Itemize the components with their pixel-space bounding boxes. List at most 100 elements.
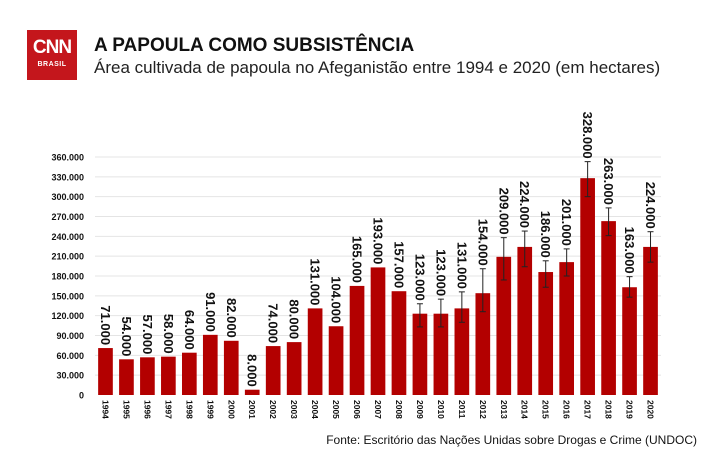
bar-2017 <box>580 178 595 395</box>
bar-2009 <box>412 313 428 395</box>
x-tick-label: 1998 <box>184 400 194 419</box>
bar-2002 <box>265 346 281 395</box>
y-tick-label: 270.000 <box>51 212 84 222</box>
x-tick-label: 2008 <box>394 400 404 419</box>
bar-2008 <box>391 291 407 395</box>
data-label: 209.000 <box>496 188 511 235</box>
bar-1999 <box>202 334 218 395</box>
x-tick-label: 1999 <box>205 400 215 419</box>
data-label: 224.000 <box>643 182 658 229</box>
bar-1996 <box>140 357 155 395</box>
y-tick-label: 90.000 <box>56 331 84 341</box>
x-tick-label: 1996 <box>142 400 152 419</box>
chart-subtitle: Área cultivada de papoula no Afeganistão… <box>94 58 661 77</box>
x-tick-label: 2011 <box>457 400 467 419</box>
data-label: 328.000 <box>580 112 595 159</box>
data-label: 157.000 <box>391 241 406 288</box>
bar-2006 <box>349 285 365 395</box>
y-tick-label: 240.000 <box>51 232 84 242</box>
x-tick-label: 2018 <box>604 400 614 419</box>
x-tick-label: 2010 <box>436 400 446 419</box>
data-label: 57.000 <box>140 315 155 355</box>
bar-2011 <box>454 308 470 395</box>
cnn-brasil-logo: CNN BRASIL <box>27 30 77 80</box>
x-tick-label: 2005 <box>331 400 341 419</box>
y-tick-label: 150.000 <box>51 291 84 301</box>
chart-title: A PAPOULA COMO SUBSISTÊNCIA <box>94 35 415 56</box>
data-label: 58.000 <box>161 314 176 354</box>
x-tick-label: 2020 <box>646 400 656 419</box>
y-tick-label: 30.000 <box>56 371 84 381</box>
y-tick-label: 180.000 <box>51 272 84 282</box>
x-tick-label: 2000 <box>226 400 236 419</box>
data-label: 224.000 <box>517 181 532 228</box>
data-label: 123.000 <box>412 254 427 301</box>
data-label: 71.000 <box>98 305 113 345</box>
x-tick-label: 2003 <box>289 400 299 419</box>
data-label: 74.000 <box>266 303 281 343</box>
data-label: 8.000 <box>245 354 260 387</box>
data-label: 154.000 <box>475 219 490 266</box>
bar-2010 <box>433 313 449 395</box>
bar-2003 <box>286 342 302 395</box>
x-tick-label: 1995 <box>121 400 131 419</box>
data-label: 163.000 <box>622 227 637 274</box>
data-label: 82.000 <box>224 298 239 338</box>
data-label: 64.000 <box>182 310 197 350</box>
x-tick-label: 2017 <box>583 400 593 419</box>
data-label: 91.000 <box>203 292 218 332</box>
x-tick-label: 1994 <box>100 400 110 419</box>
bar-2005 <box>328 326 344 395</box>
bar-1995 <box>119 359 134 395</box>
source-note: Fonte: Escritório das Nações Unidas sobr… <box>326 433 697 447</box>
x-tick-label: 2016 <box>562 400 572 419</box>
x-tick-label: 2002 <box>268 400 278 419</box>
bar-2016 <box>559 262 575 395</box>
bar-2007 <box>370 267 386 395</box>
bar-2000 <box>223 340 239 395</box>
x-tick-label: 2013 <box>499 400 509 419</box>
data-label: 123.000 <box>433 249 448 296</box>
bar-2018 <box>601 221 616 395</box>
bar-2013 <box>496 256 512 395</box>
bar-2019 <box>622 287 637 395</box>
bar-1998 <box>181 352 197 395</box>
bar-1997 <box>161 356 176 395</box>
data-label: 54.000 <box>119 317 134 357</box>
logo-text: CNN <box>32 37 72 58</box>
x-tick-label: 2019 <box>625 400 635 419</box>
x-tick-label: 2004 <box>310 400 320 419</box>
bar-1994 <box>98 348 113 395</box>
data-label: 80.000 <box>287 299 302 339</box>
bar-2004 <box>307 308 323 395</box>
x-tick-label: 2006 <box>352 400 362 419</box>
x-tick-label: 2001 <box>247 400 257 419</box>
data-label: 131.000 <box>454 242 469 289</box>
data-label: 104.000 <box>329 276 344 323</box>
y-tick-label: 360.000 <box>51 153 84 163</box>
bar-2015 <box>538 272 554 395</box>
x-tick-label: 2012 <box>478 400 488 419</box>
y-tick-label: 300.000 <box>51 192 84 202</box>
data-label: 131.000 <box>308 258 323 305</box>
bar-2014 <box>517 246 533 395</box>
x-tick-label: 2014 <box>520 400 530 419</box>
x-tick-label: 2007 <box>373 400 383 419</box>
data-label: 201.000 <box>559 199 574 246</box>
x-tick-label: 1997 <box>163 400 173 419</box>
y-tick-label: 120.000 <box>51 311 84 321</box>
data-label: 193.000 <box>371 217 386 264</box>
y-tick-label: 330.000 <box>51 172 84 182</box>
bar-2020 <box>643 246 658 395</box>
y-tick-label: 0 <box>79 391 84 401</box>
bar-2012 <box>475 293 491 395</box>
logo-sub: BRASIL <box>37 61 67 68</box>
y-tick-label: 60.000 <box>56 351 84 361</box>
y-tick-label: 210.000 <box>51 252 84 262</box>
data-label: 263.000 <box>601 158 616 205</box>
data-label: 186.000 <box>538 211 553 258</box>
x-tick-label: 2015 <box>541 400 551 419</box>
bar-2001 <box>244 389 260 395</box>
x-tick-label: 2009 <box>415 400 425 419</box>
